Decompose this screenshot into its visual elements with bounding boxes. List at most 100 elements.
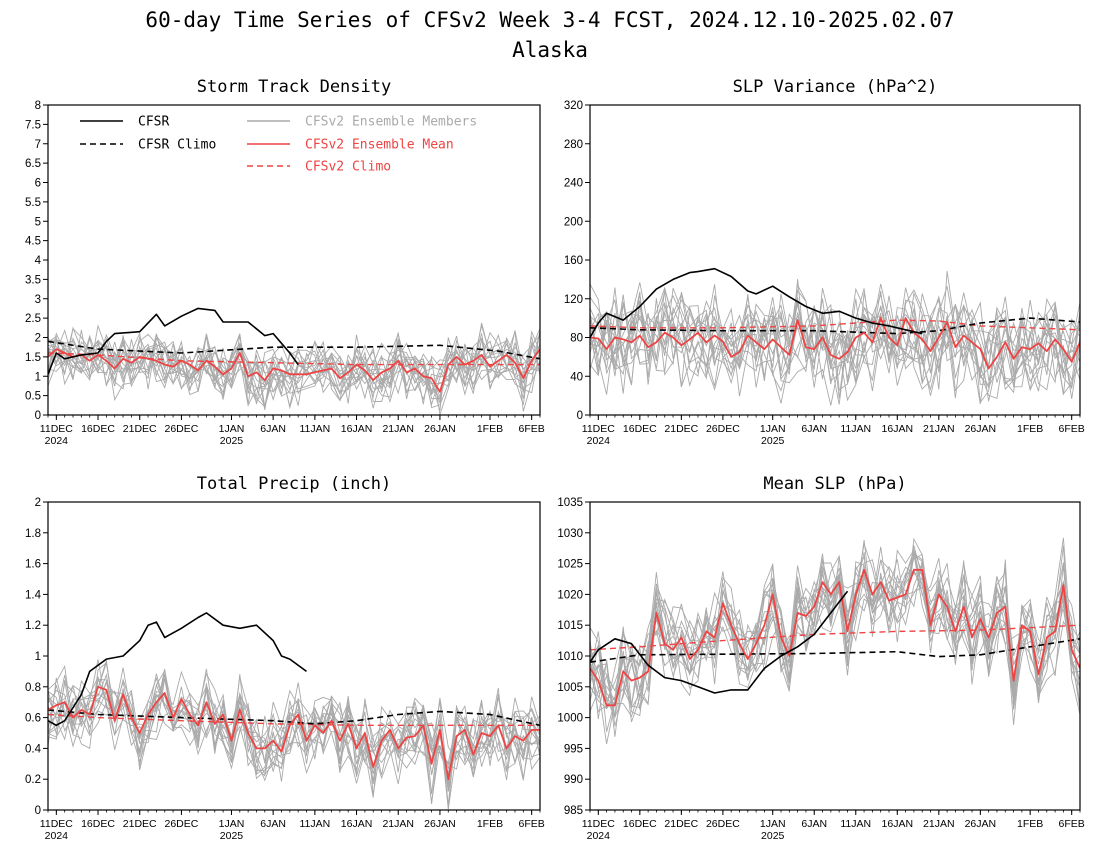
x-tick-label: 26DEC	[164, 423, 198, 435]
x-tick-label: 1JAN	[219, 818, 245, 830]
y-tick-label: 1035	[557, 497, 583, 509]
y-tick-label: 1	[35, 371, 41, 383]
y-tick-label: 1.8	[25, 528, 41, 540]
panels-container: Storm Track Density 0 0.5 1 1.5 2 2.5 3 3.5 4 4.5 5…	[25, 77, 1085, 842]
legend-members-label: CFSv2 Ensemble Members	[305, 115, 477, 130]
ensemble-member-line	[48, 683, 540, 795]
y-tick-label: 3	[35, 294, 41, 306]
ensemble-member-line	[590, 537, 1080, 717]
y-tick-label: 5	[35, 216, 41, 228]
y-tick-label: 0.6	[25, 713, 41, 725]
y-tick-label: 200	[564, 216, 583, 228]
x-year-label: 2025	[220, 830, 244, 842]
cfsr-climo-line	[48, 709, 540, 727]
y-tick-label: 1015	[557, 620, 583, 632]
y-tick-label: 1005	[557, 682, 583, 694]
x-tick-label: 16DEC	[81, 423, 115, 435]
x-tick-label: 6FEB	[1059, 423, 1085, 435]
y-tick-label: 1025	[557, 559, 583, 571]
y-tick-label: 1.4	[25, 589, 42, 601]
x-tick-label: 21JAN	[382, 423, 414, 435]
y-tick-label: 40	[570, 371, 583, 383]
y-tick-label: 7.5	[25, 119, 41, 131]
panel-title: Mean SLP (hPa)	[763, 474, 906, 494]
ensemble-member-line	[48, 329, 540, 411]
panel-title: Total Precip (inch)	[197, 474, 391, 494]
cfsr-climo-line	[590, 638, 1080, 663]
y-tick-label: 160	[564, 255, 583, 267]
y-tick-label: 8	[35, 100, 41, 112]
plot-frame	[47, 104, 541, 416]
y-tick-label: 1030	[557, 528, 583, 540]
y-tick-label: 4.5	[25, 236, 41, 248]
ensemble-members	[48, 322, 540, 415]
x-tick-label: 11DEC	[40, 818, 73, 830]
y-tick-label: 280	[564, 139, 583, 151]
x-year-label: 2025	[220, 435, 244, 447]
x-tick-label: 16JAN	[341, 818, 373, 830]
x-tick-label: 1FEB	[1017, 423, 1043, 435]
figure-subtitle: Alaska	[512, 38, 588, 62]
x-tick-label: 21DEC	[664, 423, 698, 435]
x-tick-label: 11DEC	[582, 818, 615, 830]
y-tick-label: 2.5	[25, 313, 41, 325]
legend-cfsr-climo-label: CFSR Climo	[138, 138, 216, 153]
chart-panel: Total Precip (inch) 0 0.2 0.4 0.6 0.8 1 1.2 1.4 1…	[25, 474, 545, 842]
cfsr-line	[48, 307, 299, 375]
y-tick-label: 4	[35, 255, 42, 267]
plot-frame	[47, 501, 541, 811]
y-tick-label: 0.5	[25, 391, 41, 403]
plot-frame	[589, 104, 1081, 416]
ensemble-mean-line	[48, 348, 540, 393]
ensemble-mean-line	[590, 317, 1080, 370]
x-tick-label: 16DEC	[623, 423, 657, 435]
x-tick-label: 16JAN	[341, 423, 373, 435]
legend-cfsr-label: CFSR	[138, 115, 169, 130]
y-tick-label: 0.4	[25, 743, 42, 755]
figure-title: 60-day Time Series of CFSv2 Week 3-4 FCS…	[145, 8, 954, 32]
y-tick-label: 995	[564, 743, 583, 755]
x-tick-label: 11DEC	[582, 423, 615, 435]
ensemble-member-line	[590, 290, 1080, 399]
y-tick-label: 6	[35, 178, 41, 190]
y-tick-label: 0	[35, 410, 41, 422]
x-tick-label: 26JAN	[965, 423, 997, 435]
y-tick-label: 1000	[557, 713, 583, 725]
x-tick-label: 26DEC	[164, 818, 198, 830]
y-tick-label: 240	[564, 178, 583, 190]
y-tick-label: 120	[564, 294, 583, 306]
ensemble-member-line	[590, 287, 1080, 404]
x-year-label: 2025	[761, 435, 785, 447]
y-tick-label: 1020	[557, 589, 583, 601]
x-tick-label: 1FEB	[477, 818, 503, 830]
x-tick-label: 11JAN	[299, 818, 330, 830]
x-tick-label: 6JAN	[801, 818, 827, 830]
ensemble-member-line	[590, 283, 1080, 392]
chart-panel: Mean SLP (hPa) 985 990 995 1000 1005 1010 1015 1…	[557, 474, 1084, 842]
plot-frame	[589, 501, 1081, 811]
x-tick-label: 11JAN	[299, 423, 330, 435]
y-tick-label: 985	[564, 805, 583, 817]
legend-cfsv2-climo-label: CFSv2 Climo	[305, 160, 391, 175]
x-tick-label: 26JAN	[424, 423, 456, 435]
y-tick-label: 1.5	[25, 352, 41, 364]
ensemble-mean-line	[48, 685, 540, 781]
ensemble-members	[48, 659, 540, 810]
legend-ens-mean-label: CFSv2 Ensemble Mean	[305, 138, 454, 153]
cfsr-line	[590, 590, 849, 694]
panel-title: Storm Track Density	[197, 77, 391, 97]
x-tick-label: 26JAN	[965, 818, 997, 830]
x-year-label: 2024	[45, 435, 69, 447]
x-tick-label: 26JAN	[424, 818, 456, 830]
y-tick-label: 6.5	[25, 158, 41, 170]
x-tick-label: 11JAN	[840, 423, 871, 435]
ensemble-member-line	[48, 331, 540, 408]
cfsv2-climo-line	[48, 713, 540, 726]
y-tick-label: 990	[564, 774, 583, 786]
y-tick-label: 0.8	[25, 682, 41, 694]
x-tick-label: 6JAN	[801, 423, 827, 435]
x-tick-label: 16JAN	[882, 818, 914, 830]
y-tick-label: 1010	[557, 651, 583, 663]
x-tick-label: 1FEB	[1017, 818, 1043, 830]
